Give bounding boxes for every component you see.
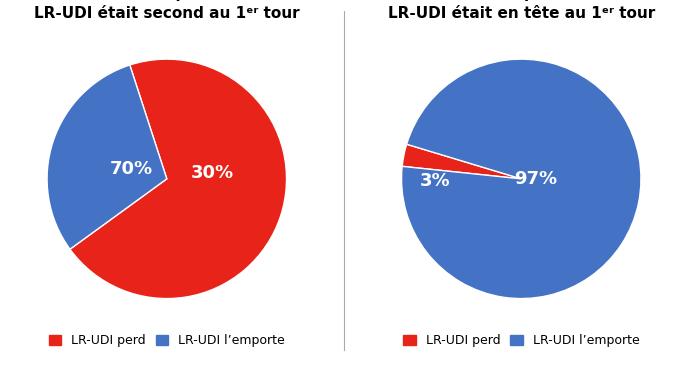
Text: 3%: 3% — [420, 172, 450, 190]
Wedge shape — [402, 144, 521, 179]
Wedge shape — [70, 59, 286, 299]
Legend: LR-UDI perd, LR-UDI l’emporte: LR-UDI perd, LR-UDI l’emporte — [44, 329, 290, 352]
Text: 97%: 97% — [514, 170, 557, 188]
Wedge shape — [47, 65, 167, 249]
Text: 70%: 70% — [109, 160, 152, 178]
Text: 30%: 30% — [190, 164, 234, 182]
Title: Dans les 36 circonscriptions où le candidat
LR-UDI était en tête au 1ᵉʳ tour: Dans les 36 circonscriptions où le candi… — [337, 0, 695, 21]
Wedge shape — [402, 59, 641, 299]
Title: Dans les 218 circonscriptions où le candidat
LR-UDI était second au 1ᵉʳ tour: Dans les 218 circonscriptions où le cand… — [0, 0, 356, 21]
Legend: LR-UDI perd, LR-UDI l’emporte: LR-UDI perd, LR-UDI l’emporte — [398, 329, 644, 352]
